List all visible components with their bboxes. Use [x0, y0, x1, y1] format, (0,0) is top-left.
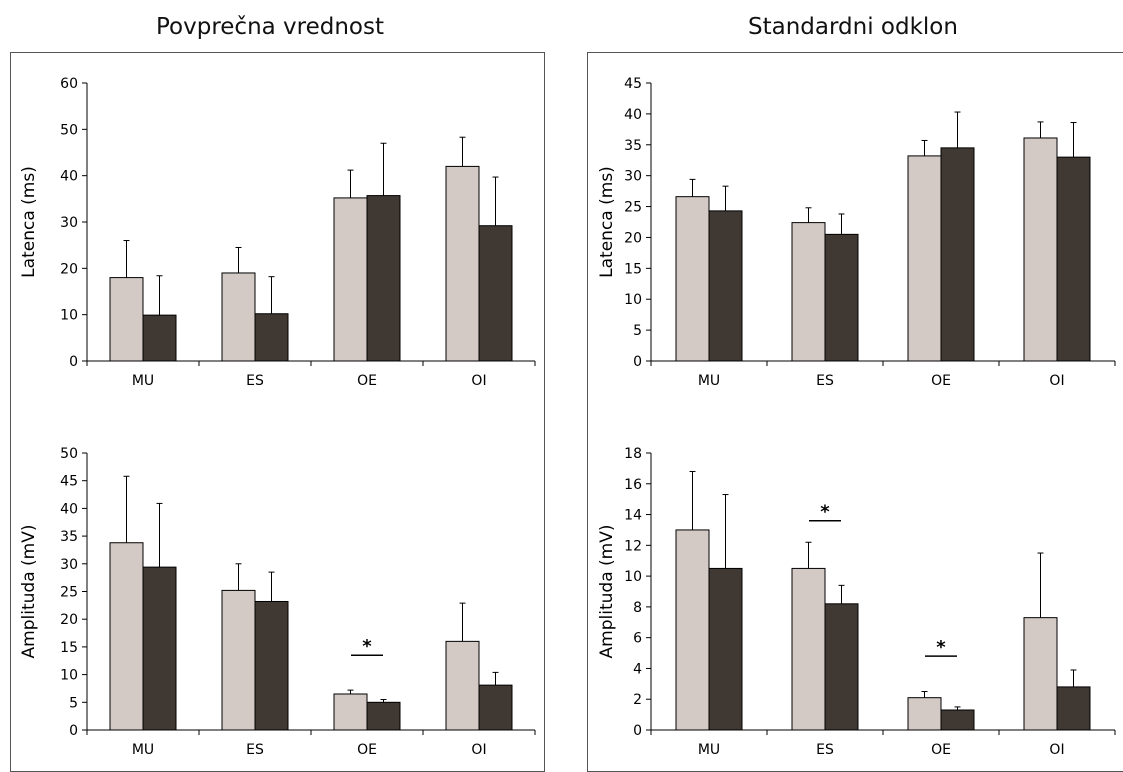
y-tick-label: 10	[624, 569, 642, 585]
y-tick-label: 20	[60, 612, 78, 628]
y-tick-label: 5	[69, 695, 78, 711]
y-tick-label: 2	[633, 692, 642, 708]
x-category-label: ES	[246, 373, 264, 389]
y-tick-label: 0	[633, 354, 642, 370]
y-tick-label: 10	[624, 292, 642, 308]
y-axis-label: Latenca (ms)	[19, 166, 39, 278]
y-tick-label: 15	[624, 261, 642, 277]
bar-mu-series-2	[142, 566, 177, 731]
y-tick-label: 14	[624, 508, 642, 524]
y-tick-label: 60	[60, 76, 78, 92]
bar-oe-series-2	[366, 195, 401, 362]
bar-mu-series-1	[109, 277, 144, 362]
y-axis-label: Amplituda (mV)	[19, 525, 39, 659]
bar-mu-series-2	[708, 210, 743, 362]
y-tick-label: 0	[69, 354, 78, 370]
x-category-label: ES	[816, 373, 834, 389]
y-tick-label: 45	[60, 474, 78, 490]
y-tick-label: 0	[633, 723, 642, 739]
bar-oi-series-2	[478, 225, 513, 362]
bar-es-series-1	[221, 272, 256, 362]
bar-mu-series-2	[142, 314, 177, 362]
x-category-label: OE	[931, 373, 951, 389]
x-category-label: OI	[471, 742, 486, 758]
y-tick-label: 5	[633, 323, 642, 339]
significance-star: *	[820, 502, 830, 523]
bar-oi-series-2	[478, 684, 513, 731]
y-tick-label: 35	[60, 529, 78, 545]
bar-oi-series-2	[1056, 686, 1091, 731]
y-tick-label: 25	[624, 200, 642, 216]
panel-title-left: Povprečna vrednost	[155, 14, 385, 40]
bar-mu-series-2	[708, 567, 743, 731]
y-tick-label: 6	[633, 631, 642, 647]
bar-mu-series-1	[675, 529, 710, 731]
x-category-label: ES	[246, 742, 264, 758]
y-tick-label: 40	[60, 169, 78, 185]
y-tick-label: 30	[60, 215, 78, 231]
y-tick-label: 40	[624, 107, 642, 123]
bar-oe-series-2	[366, 701, 401, 731]
y-tick-label: 15	[60, 640, 78, 656]
y-tick-label: 10	[60, 308, 78, 324]
bar-oi-series-1	[445, 165, 480, 362]
bar-es-series-2	[254, 313, 289, 362]
y-tick-label: 30	[60, 557, 78, 573]
y-axis-label: Amplituda (mV)	[597, 525, 617, 659]
x-category-label: MU	[698, 742, 720, 758]
y-tick-label: 40	[60, 501, 78, 517]
bar-oi-series-2	[1056, 156, 1091, 362]
y-tick-label: 8	[633, 600, 642, 616]
y-tick-label: 0	[69, 723, 78, 739]
y-tick-label: 30	[624, 169, 642, 185]
y-tick-label: 10	[60, 668, 78, 684]
bar-oe-series-2	[940, 709, 975, 731]
y-tick-label: 35	[624, 138, 642, 154]
bar-mu-series-1	[109, 542, 144, 731]
panel-title-right: Standardni odklon	[748, 14, 958, 40]
bar-es-series-1	[791, 222, 826, 362]
bar-oi-series-1	[1023, 137, 1058, 362]
x-category-label: OE	[357, 742, 377, 758]
significance-star: *	[936, 637, 946, 658]
y-tick-label: 16	[624, 477, 642, 493]
x-category-label: ES	[816, 742, 834, 758]
y-tick-label: 12	[624, 538, 642, 554]
y-tick-label: 4	[633, 661, 642, 677]
y-tick-label: 45	[624, 76, 642, 92]
bar-oe-series-2	[940, 147, 975, 362]
y-tick-label: 20	[624, 230, 642, 246]
bar-oe-series-1	[907, 697, 942, 731]
x-category-label: OI	[471, 373, 486, 389]
y-tick-label: 25	[60, 585, 78, 601]
bar-es-series-1	[221, 589, 256, 731]
x-category-label: OI	[1049, 742, 1064, 758]
y-tick-label: 18	[624, 446, 642, 462]
bar-es-series-1	[791, 567, 826, 731]
bar-es-series-2	[824, 233, 859, 362]
y-tick-label: 20	[60, 261, 78, 277]
y-tick-label: 50	[60, 122, 78, 138]
x-category-label: MU	[132, 373, 154, 389]
bar-mu-series-1	[675, 196, 710, 362]
x-category-label: OI	[1049, 373, 1064, 389]
bar-es-series-2	[254, 600, 289, 731]
bar-es-series-2	[824, 603, 859, 731]
x-category-label: MU	[698, 373, 720, 389]
bar-oi-series-1	[1023, 617, 1058, 731]
y-axis-label: Latenca (ms)	[597, 166, 617, 278]
y-tick-label: 50	[60, 446, 78, 462]
x-category-label: OE	[357, 373, 377, 389]
significance-star: *	[362, 636, 372, 657]
x-category-label: MU	[132, 742, 154, 758]
x-category-label: OE	[931, 742, 951, 758]
